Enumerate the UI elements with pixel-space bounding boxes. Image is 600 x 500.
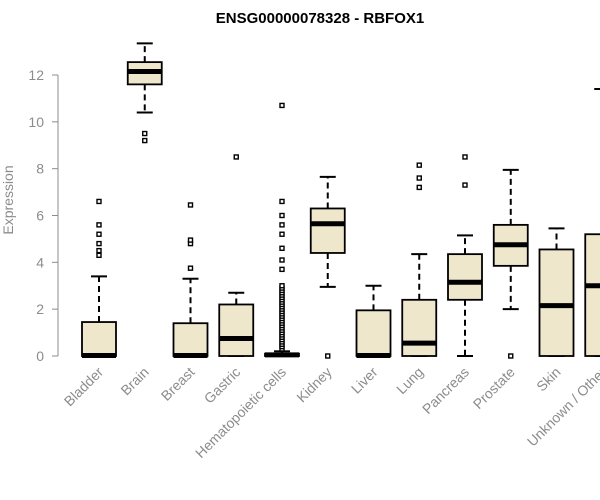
- box-group: [172, 202, 209, 359]
- box-iqr: [172, 322, 209, 357]
- outlier-point: [279, 212, 285, 219]
- outlier-point: [279, 283, 285, 289]
- outlier-point: [508, 353, 514, 359]
- box-iqr: [218, 303, 255, 357]
- x-tick-label: Brain: [117, 364, 151, 398]
- box-iqr: [538, 248, 575, 357]
- outlier-point: [279, 245, 285, 251]
- outlier-point: [233, 154, 239, 160]
- x-tick-label: Skin: [533, 364, 564, 395]
- box-iqr: [355, 309, 392, 357]
- box-group: [309, 175, 346, 359]
- outlier-point: [187, 237, 194, 243]
- outlier-point: [279, 231, 285, 237]
- box-iqr: [584, 233, 600, 357]
- y-tick-label: 4: [36, 254, 44, 270]
- outlier-point: [96, 222, 102, 228]
- outlier-point: [325, 353, 331, 359]
- outlier-point: [96, 198, 102, 205]
- x-tick-label: Prostate: [470, 364, 518, 412]
- x-tick-label: Gastric: [201, 364, 244, 407]
- x-tick-label: Bladder: [61, 364, 107, 410]
- x-tick-label: Hematopoietic cells: [192, 364, 289, 461]
- outlier-point: [279, 266, 285, 273]
- y-tick-label: 0: [36, 348, 44, 364]
- chart-title: ENSG00000078328 - RBFOX1: [216, 10, 424, 27]
- outlier-point: [142, 137, 148, 144]
- x-tick-label: Kidney: [293, 364, 335, 406]
- y-tick-label: 8: [36, 161, 44, 177]
- y-tick-label: 10: [28, 114, 44, 130]
- outlier-point: [462, 154, 468, 160]
- box-group: [584, 88, 600, 357]
- box-group: [538, 227, 575, 357]
- boxes-group: [81, 42, 600, 359]
- y-tick-label: 2: [36, 301, 44, 317]
- box-group: [492, 168, 529, 359]
- y-axis: 0 2 4 6 8 10 12: [28, 67, 59, 364]
- box-group: [447, 154, 483, 357]
- x-tick-label: Pancreas: [419, 364, 472, 417]
- outlier-point: [279, 257, 285, 263]
- outlier-point: [279, 102, 285, 109]
- x-tick-label: Liver: [348, 364, 381, 397]
- y-axis-label: Expression: [0, 165, 16, 234]
- y-tick-label: 12: [28, 67, 44, 83]
- outlier-point: [462, 182, 468, 188]
- x-tick-label: Breast: [158, 364, 198, 404]
- y-tick-label: 6: [36, 208, 44, 224]
- outlier-point: [416, 162, 422, 168]
- outlier-point: [187, 265, 194, 271]
- box-group: [355, 284, 392, 359]
- box-group: [401, 162, 438, 357]
- box-iqr: [447, 253, 483, 301]
- outlier-point: [142, 130, 148, 137]
- outlier-point: [96, 247, 102, 254]
- box-iqr: [401, 298, 438, 357]
- outlier-point: [187, 202, 194, 208]
- outlier-point: [279, 222, 285, 228]
- outlier-point: [416, 184, 422, 191]
- box-iqr: [309, 207, 346, 254]
- box-group: [218, 154, 255, 357]
- box-iqr: [81, 321, 117, 357]
- box-group: [126, 42, 163, 144]
- outlier-point: [416, 175, 422, 181]
- outlier-point: [96, 231, 102, 237]
- box-group: [81, 198, 117, 359]
- outlier-point: [96, 252, 102, 259]
- x-tick-label: Lung: [393, 364, 426, 397]
- box-group: [264, 102, 300, 358]
- outlier-point: [279, 198, 285, 205]
- outlier-point: [96, 240, 102, 247]
